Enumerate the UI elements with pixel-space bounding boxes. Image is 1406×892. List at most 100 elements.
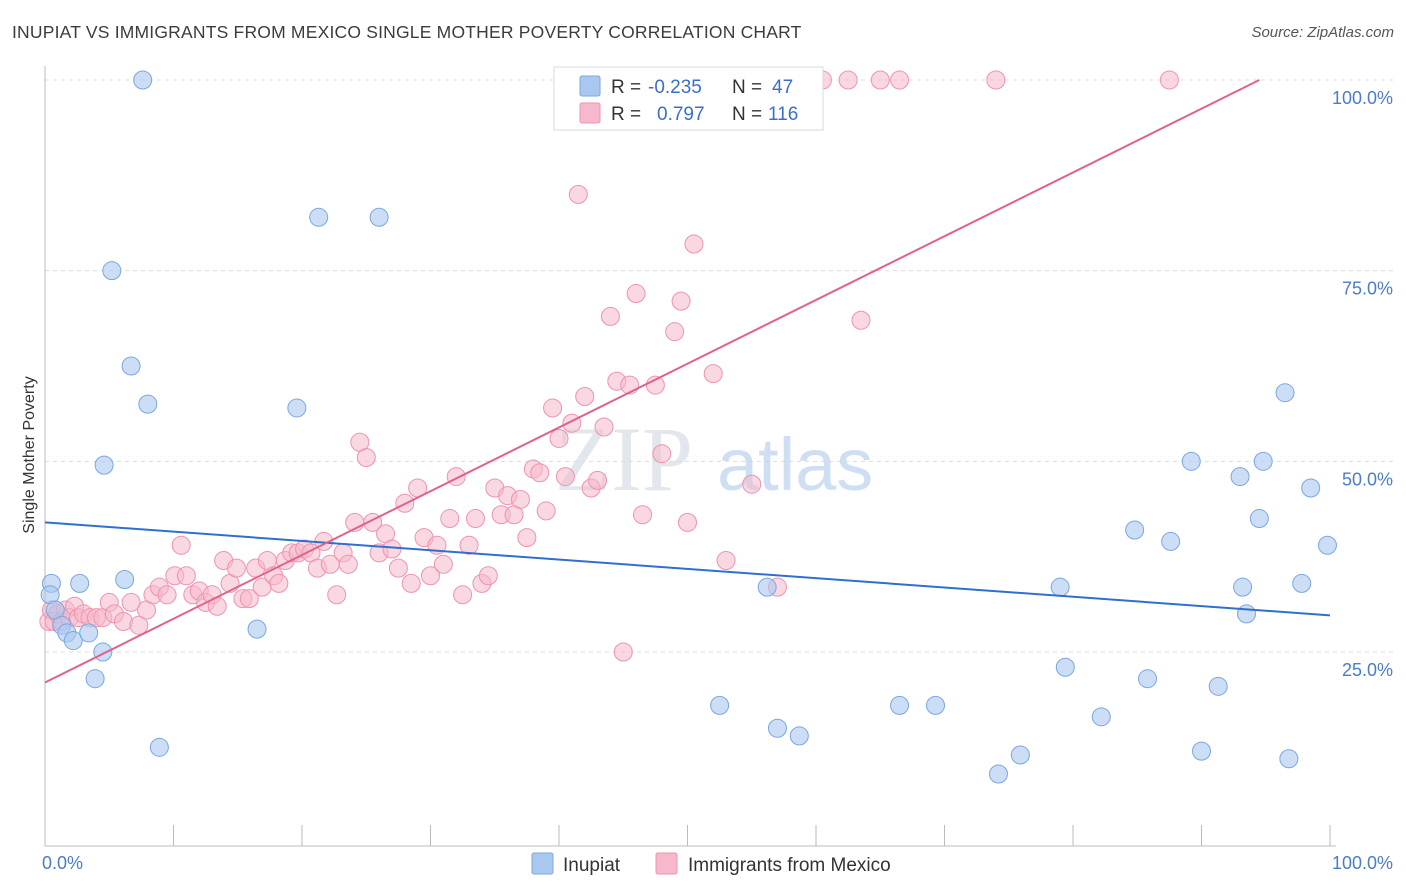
data-point-inupiat <box>767 718 787 738</box>
data-point-inupiat <box>287 398 307 418</box>
legend-n-value: 47 <box>772 77 793 98</box>
data-point-inupiat <box>247 619 267 639</box>
y-axis-label: Single Mother Poverty <box>21 376 38 533</box>
data-point-mexico <box>594 417 614 437</box>
data-point-mexico <box>327 585 347 605</box>
data-point-inupiat <box>890 695 910 715</box>
data-point-mexico <box>446 467 466 487</box>
data-point-inupiat <box>1055 657 1075 677</box>
data-point-mexico <box>129 615 149 635</box>
data-point-mexico <box>121 592 141 612</box>
data-point-mexico <box>665 322 685 342</box>
legend-n-label: N = <box>732 77 762 98</box>
data-point-mexico <box>851 310 871 330</box>
legend-swatch-mexico <box>579 102 601 124</box>
data-point-inupiat <box>1050 577 1070 597</box>
legend-n-label: N = <box>732 104 762 125</box>
legend-n-value: 116 <box>768 104 798 125</box>
data-point-inupiat <box>138 394 158 414</box>
data-point-mexico <box>478 566 498 586</box>
data-point-mexico <box>555 467 575 487</box>
data-point-inupiat <box>1091 707 1111 727</box>
legend-r-label: R = <box>611 77 641 98</box>
data-point-mexico <box>684 234 704 254</box>
data-point-mexico <box>716 550 736 570</box>
data-point-mexico <box>671 291 691 311</box>
data-point-inupiat <box>1233 577 1253 597</box>
data-point-mexico <box>382 539 402 559</box>
data-point-mexico <box>652 444 672 464</box>
data-point-inupiat <box>102 261 122 281</box>
data-point-inupiat <box>1161 531 1181 551</box>
data-point-mexico <box>176 566 196 586</box>
data-point-inupiat <box>1279 749 1299 769</box>
legend-swatch-mexico <box>655 852 678 875</box>
data-point-inupiat <box>1138 669 1158 689</box>
data-point-inupiat <box>1249 509 1269 529</box>
legend-swatch-inupiat <box>531 852 554 875</box>
series-legend: Inupiat Immigrants from Mexico <box>531 852 891 876</box>
data-point-mexico <box>543 398 563 418</box>
data-point-mexico <box>453 585 473 605</box>
data-point-mexico <box>517 528 537 548</box>
data-point-mexico <box>239 589 259 609</box>
source-credit: Source: ZipAtlas.com <box>1251 24 1394 41</box>
legend-r-value: -0.235 <box>648 77 702 98</box>
data-point-mexico <box>626 284 646 304</box>
y-tick-label: 100.0% <box>1332 88 1393 108</box>
data-point-inupiat <box>757 577 777 597</box>
data-point-mexico <box>433 554 453 574</box>
data-point-inupiat <box>1301 478 1321 498</box>
data-point-mexico <box>530 463 550 483</box>
data-point-mexico <box>742 474 762 494</box>
data-point-mexico <box>459 535 479 555</box>
data-point-inupiat <box>63 631 83 651</box>
data-point-inupiat <box>1181 451 1201 471</box>
data-point-inupiat <box>93 642 113 662</box>
tick-labels: 25.0% 50.0% 75.0% 100.0% 0.0% 100.0% <box>42 88 1393 873</box>
data-point-mexico <box>465 509 485 529</box>
axes <box>44 66 1336 847</box>
data-point-mexico <box>338 554 358 574</box>
trendline-inupiat <box>44 521 1331 617</box>
data-point-inupiat <box>115 570 135 590</box>
data-point-mexico <box>1159 70 1179 90</box>
legend-r-label: R = <box>611 104 641 125</box>
data-point-mexico <box>838 70 858 90</box>
data-point-mexico <box>536 501 556 521</box>
data-point-inupiat <box>988 764 1008 784</box>
data-point-inupiat <box>1292 573 1312 593</box>
data-point-inupiat <box>149 737 169 757</box>
data-point-mexico <box>678 512 697 532</box>
data-point-inupiat <box>1275 383 1295 403</box>
data-point-inupiat <box>70 573 90 593</box>
data-point-mexico <box>356 448 376 468</box>
data-point-mexico <box>171 535 191 555</box>
data-point-inupiat <box>1208 676 1228 696</box>
data-point-inupiat <box>133 70 153 90</box>
watermark-atlas: atlas <box>717 423 873 506</box>
data-point-mexico <box>703 364 723 384</box>
data-point-inupiat <box>121 356 141 376</box>
data-point-mexico <box>549 428 569 448</box>
data-point-inupiat <box>79 623 99 643</box>
x-tick-label: 100.0% <box>1332 853 1393 873</box>
watermark: ZIP atlas <box>555 408 873 510</box>
data-point-mexico <box>269 573 289 593</box>
data-point-mexico <box>568 184 588 204</box>
trend-lines <box>44 79 1331 684</box>
y-tick-label: 50.0% <box>1342 469 1393 489</box>
legend-swatch-inupiat <box>579 75 601 97</box>
data-point-mexico <box>157 585 177 605</box>
data-point-inupiat <box>926 695 946 715</box>
data-point-mexico <box>890 70 910 90</box>
data-point-mexico <box>510 489 530 509</box>
data-point-mexico <box>613 642 633 662</box>
data-point-mexico <box>588 470 608 490</box>
data-point-inupiat <box>1192 741 1211 761</box>
data-point-inupiat <box>1125 520 1145 540</box>
series-immigrants-from-mexico <box>39 70 1179 662</box>
legend-label-inupiat: Inupiat <box>563 855 621 876</box>
data-point-mexico <box>575 387 595 407</box>
